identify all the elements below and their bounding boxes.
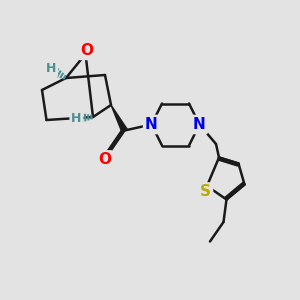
Text: N: N bbox=[145, 117, 158, 132]
Text: O: O bbox=[98, 152, 111, 167]
Text: H: H bbox=[46, 62, 56, 76]
Text: S: S bbox=[200, 184, 211, 200]
Text: O: O bbox=[80, 43, 94, 58]
Text: H: H bbox=[71, 112, 82, 125]
Polygon shape bbox=[111, 105, 127, 132]
Text: N: N bbox=[193, 117, 206, 132]
